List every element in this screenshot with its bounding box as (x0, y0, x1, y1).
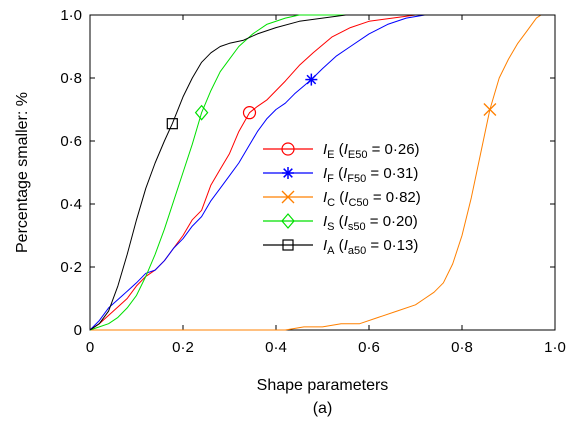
y-tick-label: 0·6 (60, 133, 82, 150)
legend-text-part: I (323, 141, 327, 158)
legend-subscript: F (327, 173, 334, 185)
asterisk-stroke (283, 168, 293, 178)
legend-subscript: A (327, 245, 335, 257)
legend-text-part: I (344, 237, 348, 254)
legend-label: IS (Is50 = 0·20) (323, 213, 418, 233)
y-axis-title: Percentage smaller: % (14, 92, 31, 253)
x-tick-label: 0·2 (172, 339, 194, 356)
legend-label: IF (IF50 = 0·31) (323, 165, 418, 185)
legend-text-part: I (343, 165, 347, 182)
y-tick-label: 0·8 (60, 70, 82, 87)
legend-text-part: ( (335, 189, 344, 206)
legend-label: IC (IC50 = 0·82) (323, 189, 421, 209)
x-tick-label: 0·6 (358, 339, 380, 356)
x-stroke (483, 103, 497, 116)
circle-marker (281, 142, 295, 156)
square-marker (166, 118, 178, 130)
x-tick-label: 0 (86, 339, 94, 356)
x-axis-title: Shape parameters (257, 377, 389, 394)
series-line-ic (90, 14, 555, 331)
series-line-is (89, 14, 555, 331)
legend-text-part: = 0·20) (366, 213, 418, 230)
marker-x (281, 190, 295, 204)
legend-subscript: F50 (347, 173, 366, 185)
x-tick-label: 0·8 (451, 339, 473, 356)
legend: IE (IE50 = 0·26)IF (IF50 = 0·31)IC (IC50… (263, 141, 421, 257)
legend-text-part: ( (335, 141, 344, 158)
series-layer (89, 14, 555, 331)
legend-text-part: I (344, 141, 348, 158)
marker-circle (281, 142, 295, 156)
legend-subscript: s50 (348, 221, 366, 233)
diamond-marker (194, 104, 209, 121)
series-line-ie (89, 14, 555, 331)
series-line-if (89, 14, 555, 331)
legend-text-part: I (323, 237, 327, 254)
legend-text-part: ( (335, 237, 344, 254)
legend-subscript: C (327, 197, 335, 209)
marker-square (282, 239, 294, 251)
legend-subscript: C50 (348, 197, 368, 209)
legend-entry-ie: IE (IE50 = 0·26) (263, 141, 420, 161)
legend-subscript: E (327, 149, 334, 161)
legend-text-part: ( (334, 165, 343, 182)
axes: 0 0·2 0·4 0·6 0·8 1·0 0 0·2 0·4 0·6 0·8 1·0 (60, 7, 566, 356)
legend-entry-is: IS (Is50 = 0·20) (263, 213, 418, 233)
diamond-marker (281, 213, 295, 229)
marker-asterisk (305, 73, 318, 86)
legend-text-part: I (323, 165, 327, 182)
chart-subtitle: (a) (313, 400, 333, 417)
legend-text-part: = 0·26) (367, 141, 419, 158)
circle-marker (242, 106, 257, 120)
legend-entry-ia: IA (Ia50 = 0·13) (263, 237, 418, 257)
legend-subscript: S (327, 221, 334, 233)
marker-diamond (281, 213, 295, 229)
y-tick-label: 1·0 (60, 7, 82, 24)
series-line-ia (89, 14, 555, 331)
marker-asterisk (282, 167, 294, 179)
legend-text-part: = 0·82) (369, 189, 421, 206)
x-stroke (281, 190, 295, 204)
legend-text-part: = 0·13) (366, 237, 418, 254)
legend-label: IA (Ia50 = 0·13) (323, 237, 418, 257)
legend-subscript: E50 (348, 149, 368, 161)
square-marker (282, 239, 294, 251)
x-tick-label: 1·0 (544, 339, 566, 356)
legend-entry-if: IF (IF50 = 0·31) (263, 165, 418, 185)
x-tick-label: 0·4 (265, 339, 287, 356)
marker-circle (242, 106, 257, 120)
legend-entry-ic: IC (IC50 = 0·82) (263, 189, 421, 209)
legend-text-part: = 0·31) (366, 165, 418, 182)
legend-text-part: I (323, 189, 327, 206)
legend-text-part: ( (335, 213, 344, 230)
y-tick-label: 0·4 (60, 196, 82, 213)
marker-x (483, 103, 497, 116)
y-tick-label: 0 (74, 322, 82, 339)
legend-subscript: a50 (348, 245, 366, 257)
marker-diamond (194, 104, 209, 121)
marker-square (166, 118, 178, 130)
legend-text-part: I (344, 213, 348, 230)
legend-text-part: I (344, 189, 348, 206)
legend-text-part: I (323, 213, 327, 230)
legend-label: IE (IE50 = 0·26) (323, 141, 420, 161)
y-tick-label: 0·2 (60, 259, 82, 276)
asterisk-stroke (306, 74, 317, 85)
